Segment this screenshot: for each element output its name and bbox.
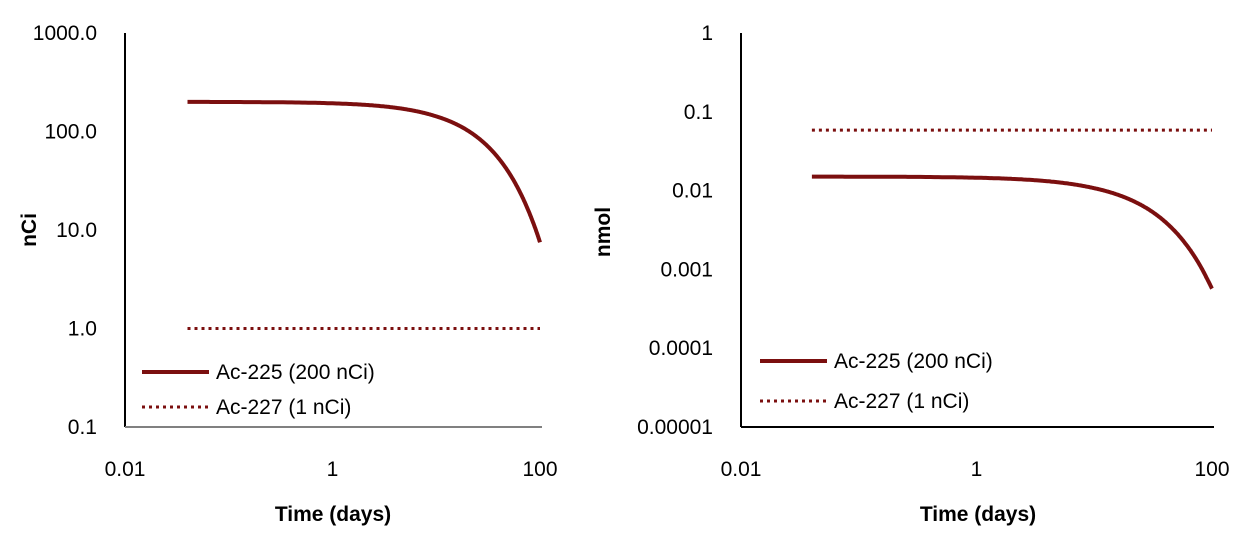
y-tick-label: 0.1 (68, 416, 97, 439)
legend-label: Ac-225 (200 nCi) (216, 361, 375, 384)
y-tick-label: 1.0 (68, 318, 97, 341)
y-tick-label: 0.001 (660, 258, 713, 281)
x-tick-label: 0.01 (105, 458, 146, 481)
x-tick-label: 0.01 (721, 458, 762, 481)
x-tick-label: 1 (971, 458, 983, 481)
y-tick-label: 100.0 (44, 121, 97, 144)
y-axis-title: nmol (592, 207, 615, 257)
chart-amount: 0.00001 0.0001 0.001 0.01 0.1 1 0.01 1 100 Time (… (592, 22, 1230, 526)
chart-activity: 0.1 1.0 10.0 100.0 1000.0 0.01 1 100 Time (days)… (18, 22, 558, 526)
x-tick-label: 1 (327, 458, 339, 481)
x-tick-label: 100 (1194, 458, 1229, 481)
series-line-ac225 (187, 99, 542, 244)
x-axis-title: Time (days) (920, 503, 1036, 526)
series-line-ac225 (811, 174, 1214, 291)
legend-label: Ac-225 (200 nCi) (834, 350, 993, 373)
y-tick-label: 0.1 (684, 101, 713, 124)
y-tick-label: 0.00001 (637, 416, 713, 439)
y-tick-label: 0.0001 (649, 337, 713, 360)
y-tick-label: 0.01 (672, 180, 713, 203)
legend-label: Ac-227 (1 nCi) (216, 396, 351, 419)
x-tick-label: 100 (522, 458, 557, 481)
y-tick-label: 1 (701, 22, 713, 45)
y-tick-label: 1000.0 (33, 22, 97, 45)
legend-label: Ac-227 (1 nCi) (834, 390, 969, 413)
x-axis-title: Time (days) (275, 503, 391, 526)
y-tick-label: 10.0 (56, 219, 97, 242)
y-axis-title: nCi (18, 213, 41, 247)
